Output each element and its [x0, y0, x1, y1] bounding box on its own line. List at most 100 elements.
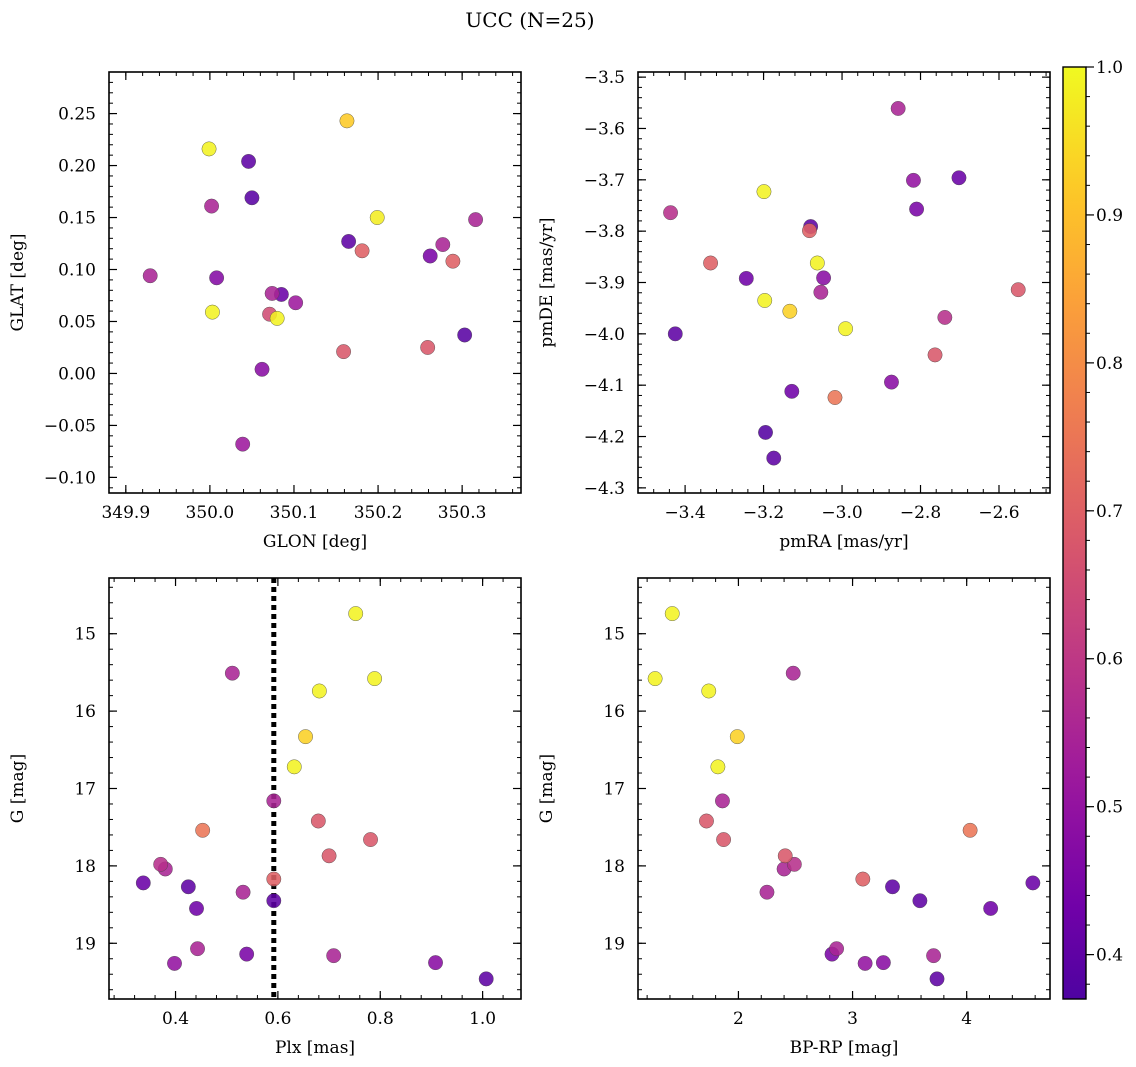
data-point	[757, 293, 773, 308]
x-tick-label: 0.6	[264, 1009, 291, 1029]
x-axis-title: BP-RP [mag]	[790, 1038, 899, 1058]
x-axis-title: pmRA [mas/yr]	[779, 532, 908, 552]
data-point	[153, 856, 169, 872]
data-point	[937, 310, 953, 325]
data-point	[195, 822, 211, 838]
data-point	[201, 141, 217, 157]
data-point	[838, 321, 853, 337]
data-point	[363, 832, 378, 847]
x-tick-label: 350.0	[186, 503, 235, 523]
data-point	[816, 270, 831, 286]
x-tick-label: −3.2	[743, 503, 784, 523]
y-tick-label: 0.00	[58, 364, 96, 384]
data-point	[758, 425, 773, 440]
y-tick-label: −4.0	[584, 325, 625, 345]
data-point	[827, 390, 843, 405]
data-point	[784, 383, 800, 399]
data-point	[209, 270, 225, 286]
y-tick-label: 16	[603, 702, 625, 722]
y-tick-label: −3.9	[584, 274, 625, 294]
data-point	[663, 205, 678, 221]
x-tick-label: 0.8	[367, 1009, 394, 1029]
data-point	[884, 374, 899, 390]
data-point	[167, 956, 182, 971]
data-point	[829, 941, 844, 957]
data-point	[926, 948, 941, 964]
plot-frame	[637, 577, 1051, 1000]
data-point	[428, 955, 443, 971]
data-point	[857, 956, 873, 971]
data-point	[189, 901, 204, 916]
data-point	[699, 813, 714, 829]
x-axis-title: GLON [deg]	[263, 532, 367, 552]
plot-frame	[108, 71, 522, 494]
data-point	[204, 198, 219, 214]
y-tick-label: 19	[74, 934, 96, 954]
data-point	[738, 270, 754, 286]
y-axis-title: GLAT [deg]	[8, 233, 28, 331]
data-point	[339, 113, 355, 129]
y-tick-label: −3.7	[584, 171, 625, 191]
data-point	[890, 101, 906, 116]
y-tick-label: 19	[603, 934, 625, 954]
plot-frame	[637, 71, 1051, 494]
data-point	[288, 295, 304, 311]
data-point	[254, 361, 270, 377]
y-tick-label: 0.10	[58, 261, 96, 281]
colorbar-tick-label: 0.9	[1096, 206, 1123, 226]
y-tick-label: 0.20	[58, 157, 96, 177]
plot-frame	[108, 577, 522, 1000]
y-tick-label: 0.25	[58, 105, 96, 125]
data-point	[266, 893, 282, 909]
data-point	[298, 729, 313, 745]
y-tick-label: −3.5	[584, 68, 625, 88]
data-point	[782, 303, 798, 319]
y-axis-title: pmDE [mas/yr]	[537, 217, 557, 347]
data-point	[266, 871, 282, 887]
data-point	[348, 606, 364, 621]
y-axis-title: G [mag]	[537, 754, 557, 823]
data-point	[336, 344, 351, 360]
y-tick-label: −4.1	[584, 376, 625, 396]
data-point	[855, 871, 871, 887]
y-tick-label: −3.8	[584, 222, 625, 242]
data-point	[235, 884, 251, 900]
data-point	[701, 683, 717, 699]
data-point	[354, 243, 370, 259]
data-point	[235, 436, 251, 452]
colorbar-tick-label: 0.5	[1096, 798, 1123, 818]
data-point	[422, 248, 438, 264]
data-point	[809, 255, 825, 271]
data-point	[224, 665, 240, 681]
colorbar-tick-label: 0.8	[1096, 354, 1123, 374]
colorbar	[1062, 66, 1087, 1000]
data-point	[929, 971, 945, 987]
data-point	[766, 450, 782, 466]
data-point	[445, 253, 461, 269]
data-point	[478, 971, 494, 987]
data-point	[367, 671, 383, 687]
data-point	[321, 848, 337, 864]
data-point	[664, 606, 680, 621]
data-point	[468, 212, 483, 228]
y-tick-label: −0.05	[44, 416, 96, 436]
y-tick-label: 15	[603, 625, 625, 645]
y-tick-label: 18	[603, 857, 625, 877]
data-point	[667, 326, 683, 342]
x-tick-label: 3	[847, 1009, 858, 1029]
data-point	[885, 879, 900, 895]
data-point	[729, 729, 745, 745]
data-point	[716, 832, 731, 847]
y-tick-label: −3.6	[584, 119, 625, 139]
x-tick-label: 350.2	[354, 503, 403, 523]
colorbar-tick-label: 0.4	[1096, 946, 1123, 966]
y-axis-title: G [mag]	[8, 754, 28, 823]
data-point	[266, 793, 282, 809]
data-point	[142, 268, 158, 284]
data-point	[759, 884, 775, 900]
data-point	[190, 941, 205, 957]
data-point	[326, 948, 342, 964]
data-point	[912, 893, 928, 909]
data-point	[906, 172, 921, 188]
